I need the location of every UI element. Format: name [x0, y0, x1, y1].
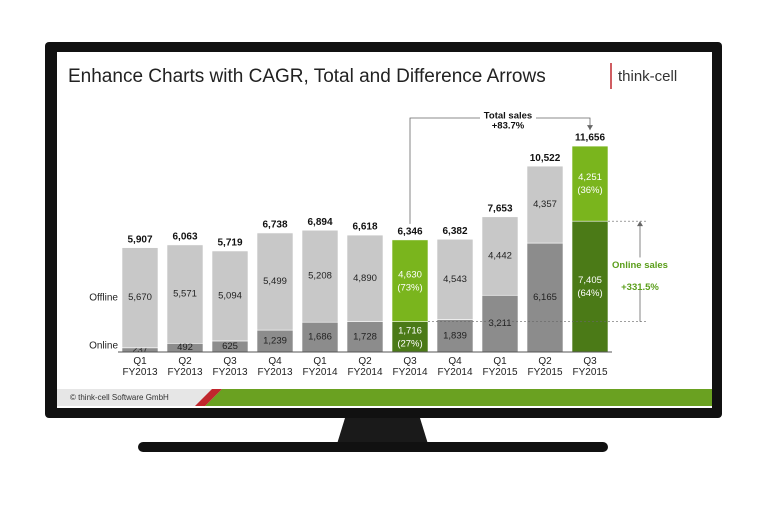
total-label: 6,063 — [172, 232, 197, 243]
bar-segment — [391, 321, 429, 353]
x-tick-label: Q1 FY2013 — [122, 356, 158, 378]
total-arrow-label: +83.7% — [492, 121, 525, 132]
x-tick-label: Q2 FY2015 — [527, 356, 563, 378]
x-tick-label: Q3 FY2013 — [212, 356, 248, 378]
bar-segment — [346, 234, 384, 322]
bar-segment — [436, 238, 474, 320]
value-label: 3,211 — [488, 318, 511, 329]
value-label: 1,239 — [263, 336, 287, 347]
x-tick-label: Q3 FY2015 — [572, 356, 608, 378]
plot: 237 5,670 5,907 492 5,571 6,063 625 5,094 5,719 1… — [89, 110, 668, 355]
value-label: 6,165 — [533, 292, 557, 303]
x-tick-label: Q3 FY2014 — [392, 356, 428, 378]
value-label: 5,670 — [128, 292, 152, 303]
total-label: 7,653 — [487, 203, 512, 214]
bar-segment — [571, 145, 609, 222]
bar-segment — [526, 165, 564, 244]
total-label: 10,522 — [530, 153, 561, 164]
total-label: 5,907 — [127, 234, 152, 245]
value-label: 4,251 — [578, 172, 602, 183]
difference-title: Online sales — [612, 260, 668, 271]
x-tick-label: Q2 FY2014 — [347, 356, 383, 378]
bar-segment — [346, 321, 384, 353]
total-label: 6,618 — [352, 222, 377, 233]
value-label: 5,208 — [308, 271, 332, 282]
share-label: (73%) — [397, 282, 422, 293]
share-label: (27%) — [397, 338, 422, 349]
value-label: 4,630 — [398, 269, 422, 280]
value-label: 5,499 — [263, 276, 287, 287]
x-tick-label: Q2 FY2013 — [167, 356, 203, 378]
bar-segment — [166, 244, 204, 344]
x-tick-label: Q1 FY2015 — [482, 356, 518, 378]
total-label: 6,894 — [307, 217, 332, 228]
stand-neck — [337, 418, 428, 444]
x-tick-label: Q1 FY2014 — [302, 356, 338, 378]
total-label: 5,719 — [217, 238, 242, 249]
value-label: 492 — [177, 342, 193, 353]
total-label: 6,738 — [262, 220, 287, 231]
series-label: Online — [89, 341, 118, 352]
bar-segment — [211, 250, 249, 342]
difference-label: +331.5% — [621, 282, 659, 293]
arrow-head — [637, 221, 643, 227]
series-label: Offline — [89, 292, 118, 303]
logo: think-cell — [618, 68, 677, 85]
value-label: 5,094 — [218, 290, 242, 301]
value-label: 625 — [222, 341, 238, 352]
bar-segment — [391, 239, 429, 322]
share-label: (36%) — [577, 185, 602, 196]
footer-stripe — [195, 389, 222, 406]
total-label: 11,656 — [575, 133, 605, 144]
total-arrow-title: Total sales — [484, 111, 532, 122]
value-label: 4,442 — [488, 251, 512, 262]
bar-segment — [301, 229, 339, 323]
bar-segment — [571, 220, 609, 353]
value-label: 237 — [132, 344, 148, 355]
difference-box — [614, 257, 666, 288]
bar-segment — [256, 232, 294, 331]
slide-title: Enhance Charts with CAGR, Total and Diff… — [68, 66, 546, 87]
total-label: 6,346 — [397, 227, 422, 238]
screen — [57, 52, 712, 408]
value-label: 5,571 — [173, 289, 197, 300]
value-label: 4,890 — [353, 273, 377, 284]
bar-segment — [481, 294, 519, 353]
share-label: (64%) — [577, 288, 602, 299]
total-label: 6,382 — [442, 226, 467, 237]
x-tick-label: Q4 FY2014 — [437, 356, 473, 378]
total-arrow-box — [480, 110, 536, 132]
value-label: 1,686 — [308, 332, 332, 343]
footer-accent — [205, 389, 712, 406]
footer-text: © think-cell Software GmbH — [70, 393, 169, 402]
bar-segment — [481, 216, 519, 296]
value-label: 1,716 — [398, 325, 422, 336]
stand-base — [138, 442, 608, 452]
arrow-head — [587, 125, 593, 131]
value-label: 1,728 — [353, 331, 377, 342]
bar-segment — [121, 247, 159, 349]
value-label: 7,405 — [578, 275, 602, 286]
value-label: 4,543 — [443, 274, 467, 285]
x-tick-label: Q4 FY2013 — [257, 356, 293, 378]
value-label: 4,357 — [533, 199, 557, 210]
value-label: 1,839 — [443, 330, 467, 341]
